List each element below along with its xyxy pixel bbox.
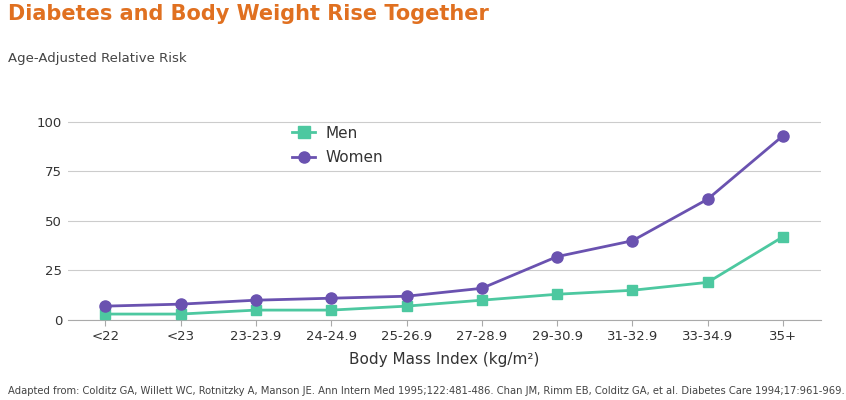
Legend: Men, Women: Men, Women <box>286 120 390 171</box>
X-axis label: Body Mass Index (kg/m²): Body Mass Index (kg/m²) <box>349 352 540 367</box>
Text: Age-Adjusted Relative Risk: Age-Adjusted Relative Risk <box>8 52 187 65</box>
Text: Adapted from: Colditz GA, Willett WC, Rotnitzky A, Manson JE. Ann Intern Med 199: Adapted from: Colditz GA, Willett WC, Ro… <box>8 386 845 396</box>
Text: Diabetes and Body Weight Rise Together: Diabetes and Body Weight Rise Together <box>8 4 489 24</box>
